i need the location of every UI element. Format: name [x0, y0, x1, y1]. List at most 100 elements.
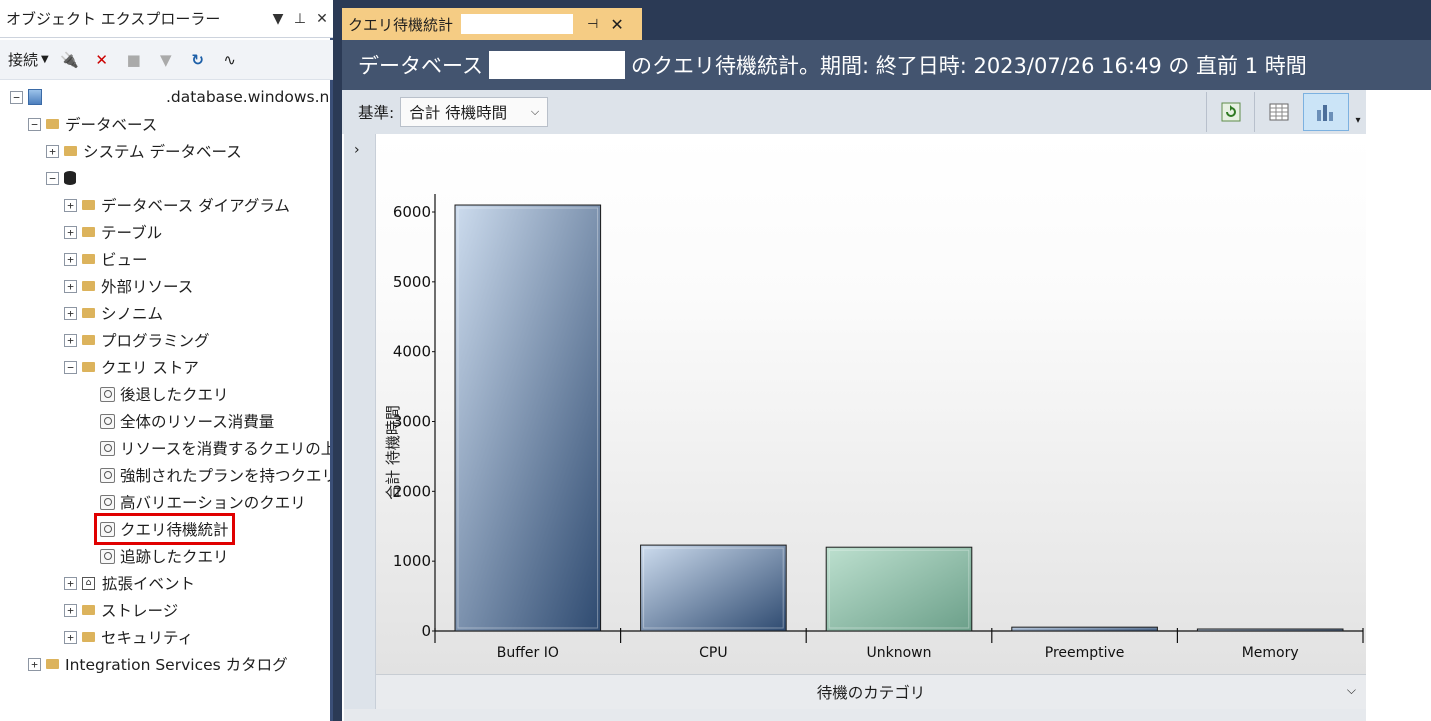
- view-buttons: ▾: [1206, 92, 1366, 132]
- tree-label: データベース: [65, 116, 158, 134]
- tree-label: 強制されたプランを持つクエリ: [120, 467, 330, 485]
- close-icon[interactable]: ✕: [316, 10, 328, 27]
- tree-node-report[interactable]: 追跡したクエリ: [100, 543, 229, 569]
- tree-node-database[interactable]: −: [46, 165, 83, 191]
- tree-label: 拡張イベント: [102, 575, 196, 593]
- tree-node-db-item[interactable]: + プログラミング: [64, 327, 210, 353]
- expand-icon[interactable]: +: [64, 198, 77, 212]
- redacted-name: [461, 14, 574, 34]
- basis-select[interactable]: 合計 待機時間 ⌵: [400, 97, 549, 127]
- plug-icon[interactable]: 🔌: [60, 50, 80, 69]
- chart-view-button[interactable]: [1303, 93, 1349, 131]
- tree-label: 全体のリソース消費量: [120, 413, 275, 431]
- x-tick-label: Preemptive: [1045, 645, 1125, 661]
- refresh-button[interactable]: [1206, 92, 1254, 132]
- filter-icon[interactable]: ▼: [159, 50, 172, 69]
- tree-node-server[interactable]: − .database.windows.net: [10, 84, 330, 110]
- expand-icon[interactable]: +: [64, 333, 77, 347]
- tab-query-wait-stats[interactable]: クエリ待機統計 ⊣ ✕: [342, 8, 642, 40]
- chart-area: 合計 待機時間 0 1000 2000 3000 4000 5000 6000 Buffer I…: [376, 134, 1366, 674]
- expand-icon[interactable]: +: [64, 306, 77, 320]
- collapse-icon[interactable]: −: [64, 360, 77, 374]
- report-icon: [100, 467, 115, 483]
- expand-icon[interactable]: +: [64, 630, 77, 644]
- tab-label: クエリ待機統計: [348, 15, 454, 34]
- chevron-down-icon: ⌵: [1346, 683, 1356, 697]
- y-tick-label: 4000: [393, 343, 431, 361]
- extended-events-icon: ⌂: [82, 576, 95, 590]
- x-tick-label: Unknown: [867, 645, 932, 661]
- report-icon: [100, 494, 115, 510]
- tree-node-security[interactable]: + セキュリティ: [64, 624, 193, 650]
- more-options-icon[interactable]: ▾: [1355, 115, 1361, 126]
- right-margin: [1366, 90, 1431, 721]
- disconnect-icon[interactable]: ✕: [95, 50, 108, 69]
- tree-label: セキュリティ: [101, 629, 194, 647]
- object-explorer-tree: − .database.windows.net − データベース + システム …: [0, 84, 330, 721]
- object-explorer-toolbar: 接続 ▼ 🔌 ✕ ■ ▼ ↻ ∿: [0, 40, 333, 80]
- tree-node-report[interactable]: リソースを消費するクエリの上位: [100, 435, 330, 461]
- horizontal-scrollbar[interactable]: [344, 709, 1366, 721]
- tree-node-db-item[interactable]: + テーブル: [64, 219, 162, 245]
- expand-icon[interactable]: +: [46, 144, 59, 158]
- bar-highlight: [457, 207, 599, 629]
- server-name: .database.windows.net: [166, 88, 330, 106]
- grid-view-button[interactable]: [1254, 92, 1302, 132]
- pin-icon[interactable]: ⊣: [587, 16, 599, 32]
- tree-node-databases[interactable]: − データベース: [28, 111, 157, 137]
- tree-node-db-item[interactable]: + シノニム: [64, 300, 163, 326]
- chevron-down-icon: ▼: [41, 54, 49, 65]
- collapse-icon[interactable]: −: [46, 171, 59, 185]
- x-tick-label: CPU: [699, 645, 727, 661]
- tree-label: テーブル: [101, 224, 163, 242]
- collapse-icon[interactable]: −: [28, 117, 41, 131]
- connect-button[interactable]: 接続 ▼: [8, 49, 49, 70]
- pin-icon[interactable]: ⊥: [293, 10, 307, 27]
- tree-node-report[interactable]: 後退したクエリ: [100, 381, 229, 407]
- parameters-collapse-bar[interactable]: ›: [344, 134, 376, 719]
- expand-icon[interactable]: +: [64, 252, 77, 266]
- expand-icon[interactable]: +: [64, 225, 77, 239]
- tree-node-system-databases[interactable]: + システム データベース: [46, 138, 242, 164]
- tree-node-db-item[interactable]: + 外部リソース: [64, 273, 193, 299]
- database-icon: [64, 171, 76, 185]
- tree-node-storage[interactable]: + ストレージ: [64, 597, 178, 623]
- report-icon: [100, 548, 115, 564]
- folder-icon: [82, 254, 95, 264]
- tree-node-query-store[interactable]: − クエリ ストア: [64, 354, 199, 380]
- tree-node-db-item[interactable]: + ビュー: [64, 246, 148, 272]
- refresh-icon[interactable]: ↻: [191, 50, 204, 69]
- close-icon[interactable]: ✕: [610, 14, 624, 34]
- expand-icon[interactable]: +: [64, 603, 77, 617]
- expand-icon[interactable]: +: [28, 657, 41, 671]
- folder-icon: [82, 227, 95, 237]
- x-tick-label: Memory: [1242, 645, 1299, 661]
- folder-icon: [82, 335, 95, 345]
- tree-label: リソースを消費するクエリの上位: [120, 440, 330, 458]
- collapse-icon[interactable]: −: [10, 90, 23, 104]
- document-content: データベース のクエリ待機統計。期間: 終了日時: 2023/07/26 16:…: [342, 40, 1431, 721]
- redacted-database-name: [488, 51, 625, 79]
- tree-node-integration-services[interactable]: + Integration Services カタログ: [28, 651, 288, 677]
- expand-icon[interactable]: +: [64, 576, 77, 590]
- y-tick-label: 3000: [393, 413, 431, 431]
- tree-node-report[interactable]: 高バリエーションのクエリ: [100, 489, 306, 515]
- tree-label: シノニム: [101, 305, 164, 323]
- tree-node-extended-events[interactable]: + ⌂ 拡張イベント: [64, 570, 195, 596]
- activity-icon[interactable]: ∿: [223, 50, 236, 69]
- dropdown-icon[interactable]: ▼: [272, 10, 284, 27]
- bar-highlight: [828, 549, 970, 629]
- folder-icon: [82, 281, 95, 291]
- folder-icon: [46, 659, 59, 669]
- expand-icon[interactable]: +: [64, 279, 77, 293]
- category-footer[interactable]: 待機のカテゴリ ⌵: [376, 674, 1366, 709]
- folder-icon: [82, 308, 95, 318]
- chevron-right-icon[interactable]: ›: [354, 142, 360, 158]
- options-bar: 基準: 合計 待機時間 ⌵ ▾: [342, 90, 1366, 134]
- tree-node-report[interactable]: 全体のリソース消費量: [100, 408, 274, 434]
- object-explorer-panel: オブジェクト エクスプローラー ▼ ⊥ ✕ 接続 ▼ 🔌 ✕ ■ ▼ ↻ ∿ −…: [0, 0, 333, 721]
- stop-icon[interactable]: ■: [126, 50, 141, 69]
- tree-node-db-item[interactable]: + データベース ダイアグラム: [64, 192, 290, 218]
- tree-node-report[interactable]: 強制されたプランを持つクエリ: [100, 462, 330, 488]
- tree-node-query-wait-stats[interactable]: クエリ待機統計: [94, 513, 235, 545]
